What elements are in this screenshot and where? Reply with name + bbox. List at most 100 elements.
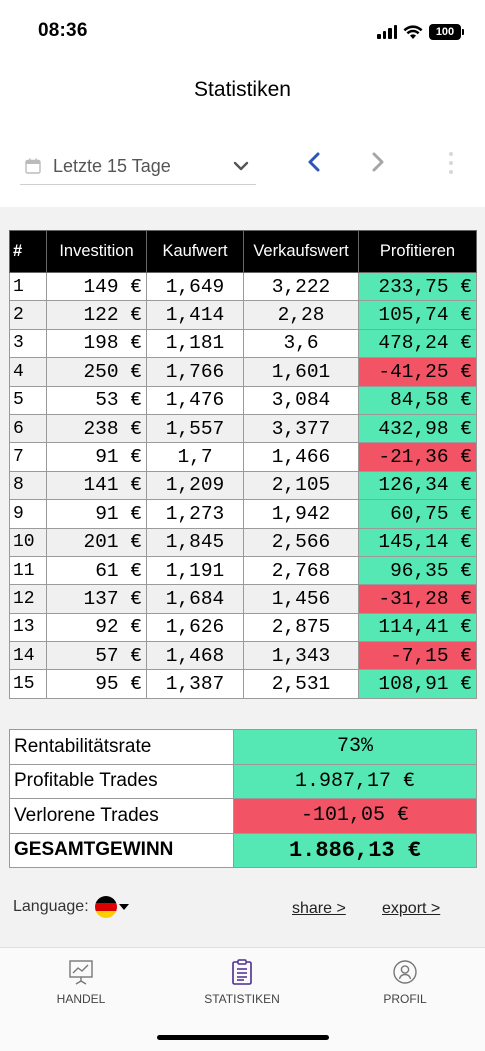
- share-link[interactable]: share >: [292, 900, 346, 917]
- cell-investition: 201 €: [46, 527, 147, 557]
- language-selector[interactable]: Language:: [13, 896, 129, 918]
- cell-profitieren: 96,35 €: [358, 555, 477, 586]
- battery-icon: 100: [429, 24, 464, 40]
- german-flag-icon: [94, 896, 117, 918]
- column-header-verkaufswert: Verkaufswert: [243, 230, 359, 273]
- cell-number: 1: [9, 271, 47, 302]
- cell-verkaufswert: 2,28: [243, 300, 359, 330]
- cell-investition: 238 €: [46, 413, 147, 444]
- cell-investition: 92 €: [46, 612, 147, 643]
- table-row: 9 91 €1,273 1,942 60,75 €: [9, 499, 477, 529]
- table-row: 6 238 €1,557 3,377 432,98 €: [9, 413, 477, 444]
- tab-handel[interactable]: HANDEL: [21, 958, 141, 1006]
- caret-down-icon: [118, 904, 129, 910]
- cell-investition: 141 €: [46, 470, 147, 501]
- cell-investition: 250 €: [46, 357, 147, 387]
- cell-kaufwert: 1,649: [146, 271, 244, 302]
- cell-profitieren: 126,34 €: [358, 470, 477, 501]
- summary-label: Profitable Trades: [9, 763, 234, 799]
- summary-label: GESAMTGEWINN: [9, 832, 234, 868]
- table-row: 10 201 €1,845 2,566 145,14 €: [9, 527, 477, 557]
- previous-period-button[interactable]: [303, 150, 327, 174]
- more-vertical-icon[interactable]: [443, 152, 459, 174]
- cell-kaufwert: 1,684: [146, 584, 244, 614]
- table-row: 12 137 €1,684 1,456 -31,28 €: [9, 584, 477, 614]
- date-range-dropdown[interactable]: Letzte 15 Tage: [20, 148, 256, 185]
- cell-number: 7: [9, 442, 47, 472]
- cell-kaufwert: 1,191: [146, 555, 244, 586]
- cell-investition: 91 €: [46, 442, 147, 472]
- table-row: 4 250 €1,766 1,601 -41,25 €: [9, 357, 477, 387]
- table-row: 11 61 €1,191 2,768 96,35 €: [9, 555, 477, 586]
- cell-investition: 57 €: [46, 641, 147, 671]
- summary-value: 73%: [233, 729, 477, 765]
- cell-profitieren: -31,28 €: [358, 584, 477, 614]
- cell-investition: 198 €: [46, 328, 147, 359]
- tab-label: HANDEL: [56, 992, 106, 1006]
- cell-kaufwert: 1,181: [146, 328, 244, 359]
- cell-number: 10: [9, 527, 47, 557]
- summary-row-verlorene: Verlorene Trades -101,05 €: [9, 798, 477, 834]
- signal-icon: [377, 25, 397, 39]
- cell-number: 5: [9, 385, 47, 415]
- cell-number: 13: [9, 612, 47, 643]
- cell-investition: 137 €: [46, 584, 147, 614]
- table-row: 8 141 €1,209 2,105 126,34 €: [9, 470, 477, 501]
- home-indicator: [157, 1035, 329, 1040]
- cell-kaufwert: 1,7: [146, 442, 244, 472]
- table-header-row: # Investition Kaufwert Verkaufswert Prof…: [9, 230, 477, 273]
- cell-kaufwert: 1,387: [146, 669, 244, 699]
- summary-label: Rentabilitätsrate: [9, 729, 234, 765]
- cell-investition: 91 €: [46, 499, 147, 529]
- clipboard-icon: [232, 959, 252, 985]
- cell-profitieren: 84,58 €: [358, 385, 477, 415]
- summary-row-profitable: Profitable Trades 1.987,17 €: [9, 763, 477, 799]
- cell-number: 3: [9, 328, 47, 359]
- summary-row-rentabilitaet: Rentabilitätsrate 73%: [9, 729, 477, 765]
- cell-profitieren: 105,74 €: [358, 300, 477, 330]
- table-row: 2 122 €1,414 2,28 105,74 €: [9, 300, 477, 330]
- table-row: 15 95 €1,387 2,531 108,91 €: [9, 669, 477, 699]
- cell-kaufwert: 1,209: [146, 470, 244, 501]
- status-icons: 100: [377, 22, 464, 42]
- cell-number: 8: [9, 470, 47, 501]
- cell-kaufwert: 1,414: [146, 300, 244, 330]
- cell-verkaufswert: 1,343: [243, 641, 359, 671]
- cell-profitieren: 145,14 €: [358, 527, 477, 557]
- cell-profitieren: 60,75 €: [358, 499, 477, 529]
- table-row: 7 91 €1,7 1,466 -21,36 €: [9, 442, 477, 472]
- tab-statistiken[interactable]: STATISTIKEN: [182, 958, 302, 1006]
- cell-verkaufswert: 1,466: [243, 442, 359, 472]
- chart-icon: [69, 960, 93, 985]
- cell-verkaufswert: 3,377: [243, 413, 359, 444]
- cell-profitieren: 233,75 €: [358, 271, 477, 302]
- cell-profitieren: 432,98 €: [358, 413, 477, 444]
- user-icon: [393, 960, 417, 984]
- next-period-button[interactable]: [365, 150, 389, 174]
- cell-verkaufswert: 1,942: [243, 499, 359, 529]
- trades-table: # Investition Kaufwert Verkaufswert Prof…: [9, 230, 477, 699]
- summary-label: Verlorene Trades: [9, 798, 234, 834]
- status-bar: 08:36 100: [0, 0, 485, 60]
- cell-kaufwert: 1,557: [146, 413, 244, 444]
- tab-label: STATISTIKEN: [204, 992, 280, 1006]
- cell-number: 14: [9, 641, 47, 671]
- cell-verkaufswert: 2,566: [243, 527, 359, 557]
- tab-bar: HANDEL STATISTIKEN PROFIL: [0, 947, 485, 1051]
- wifi-icon: [403, 24, 423, 39]
- tab-profil[interactable]: PROFIL: [345, 958, 465, 1006]
- cell-investition: 122 €: [46, 300, 147, 330]
- summary-value: 1.987,17 €: [233, 763, 477, 799]
- table-row: 14 57 €1,468 1,343 -7,15 €: [9, 641, 477, 671]
- cell-investition: 53 €: [46, 385, 147, 415]
- table-row: 3 198 €1,181 3,6 478,24 €: [9, 328, 477, 359]
- cell-profitieren: -7,15 €: [358, 641, 477, 671]
- cell-number: 15: [9, 669, 47, 699]
- export-link[interactable]: export >: [382, 900, 441, 917]
- cell-verkaufswert: 1,456: [243, 584, 359, 614]
- cell-verkaufswert: 3,084: [243, 385, 359, 415]
- cell-kaufwert: 1,845: [146, 527, 244, 557]
- cell-investition: 149 €: [46, 271, 147, 302]
- cell-kaufwert: 1,273: [146, 499, 244, 529]
- cell-number: 2: [9, 300, 47, 330]
